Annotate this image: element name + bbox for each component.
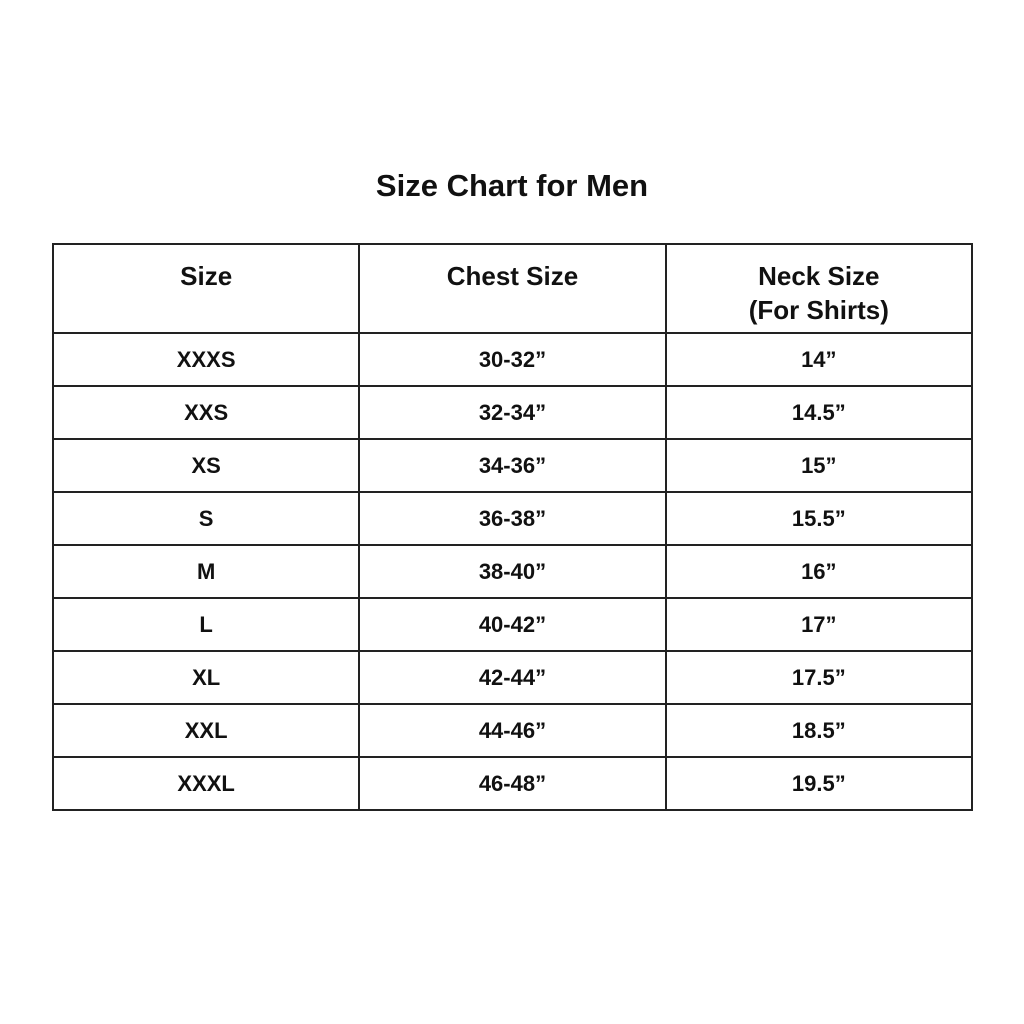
header-neck-size: Neck Size (For Shirts) — [664, 243, 974, 334]
neck-size-cell: 17.5” — [664, 650, 974, 705]
chest-size-cell: 42-44” — [358, 650, 667, 705]
chest-size-cell: 44-46” — [358, 703, 667, 758]
neck-size-cell: 14.5” — [664, 385, 974, 440]
table-row: XXXS 30-32” 14” — [51, 332, 974, 387]
neck-size-cell: 17” — [664, 597, 974, 652]
neck-size-cell: 15.5” — [664, 491, 974, 546]
chest-size-cell: 46-48” — [358, 756, 667, 811]
table-row: S 36-38” 15.5” — [51, 491, 974, 546]
header-neck-size-note: (For Shirts) — [748, 295, 889, 325]
size-cell: XL — [51, 650, 361, 705]
header-chest-size: Chest Size — [358, 243, 667, 334]
header-neck-size-label: Neck Size — [758, 261, 880, 291]
chest-size-cell: 36-38” — [358, 491, 667, 546]
neck-size-cell: 16” — [664, 544, 974, 599]
table-row: L 40-42” 17” — [51, 597, 974, 652]
header-size: Size — [51, 243, 361, 334]
table-row: XXL 44-46” 18.5” — [51, 703, 974, 758]
table-row: XXXL 46-48” 19.5” — [51, 756, 974, 811]
header-row: Size Chest Size Neck Size (For Shirts) — [51, 243, 974, 334]
size-cell: L — [51, 597, 361, 652]
chest-size-cell: 40-42” — [358, 597, 667, 652]
size-cell: XXXS — [51, 332, 361, 387]
neck-size-cell: 15” — [664, 438, 974, 493]
chest-size-cell: 34-36” — [358, 438, 667, 493]
table-row: M 38-40” 16” — [51, 544, 974, 599]
table-row: XS 34-36” 15” — [51, 438, 974, 493]
size-cell: XXXL — [51, 756, 361, 811]
chest-size-cell: 38-40” — [358, 544, 667, 599]
size-cell: XXS — [51, 385, 361, 440]
table-row: XL 42-44” 17.5” — [51, 650, 974, 705]
size-cell: XXL — [51, 703, 361, 758]
page-title: Size Chart for Men — [375, 168, 649, 203]
chest-size-cell: 32-34” — [358, 385, 667, 440]
size-cell: XS — [51, 438, 361, 493]
chest-size-cell: 30-32” — [358, 332, 667, 387]
size-table: Size Chest Size Neck Size (For Shirts) X… — [51, 243, 974, 811]
neck-size-cell: 19.5” — [664, 756, 974, 811]
size-cell: M — [51, 544, 361, 599]
size-cell: S — [51, 491, 361, 546]
neck-size-cell: 14” — [664, 332, 974, 387]
table-row: XXS 32-34” 14.5” — [51, 385, 974, 440]
neck-size-cell: 18.5” — [664, 703, 974, 758]
